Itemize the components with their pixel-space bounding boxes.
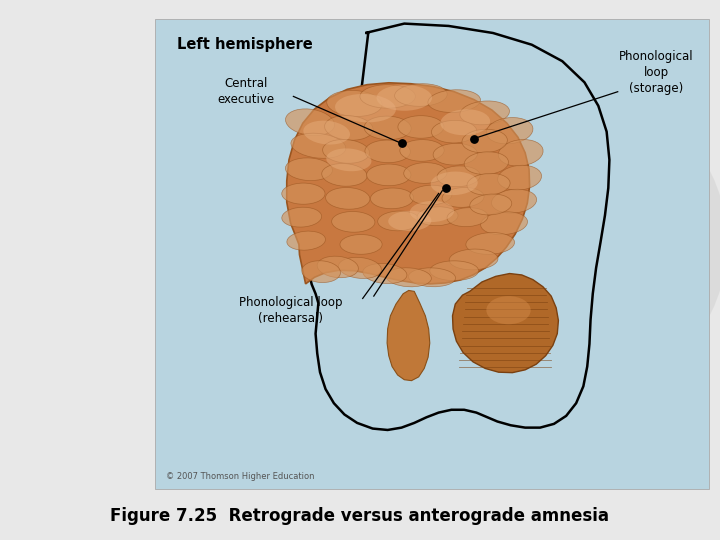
- Ellipse shape: [442, 187, 484, 207]
- Ellipse shape: [441, 109, 490, 135]
- Polygon shape: [387, 291, 430, 381]
- Text: Phonological
loop
(storage): Phonological loop (storage): [619, 50, 694, 96]
- Text: Left hemisphere: Left hemisphere: [177, 37, 312, 52]
- Bar: [155, 19, 709, 489]
- Ellipse shape: [498, 139, 543, 166]
- Ellipse shape: [467, 173, 510, 195]
- Ellipse shape: [469, 194, 512, 215]
- Ellipse shape: [335, 94, 396, 123]
- Ellipse shape: [322, 164, 367, 186]
- Ellipse shape: [492, 189, 536, 213]
- Ellipse shape: [302, 261, 341, 282]
- Ellipse shape: [408, 268, 456, 287]
- Ellipse shape: [282, 207, 322, 227]
- Ellipse shape: [454, 94, 720, 392]
- Ellipse shape: [400, 140, 444, 161]
- Bar: [709, 0, 720, 540]
- Ellipse shape: [338, 258, 382, 279]
- Ellipse shape: [332, 212, 375, 232]
- Ellipse shape: [327, 91, 382, 117]
- Ellipse shape: [464, 152, 508, 174]
- Ellipse shape: [449, 249, 498, 270]
- Ellipse shape: [317, 256, 359, 278]
- Ellipse shape: [431, 172, 477, 195]
- Ellipse shape: [364, 116, 411, 140]
- Ellipse shape: [486, 118, 533, 144]
- Ellipse shape: [498, 165, 541, 190]
- Ellipse shape: [360, 85, 415, 108]
- Text: Central
executive: Central executive: [217, 77, 275, 106]
- Text: © 2007 Thomson Higher Education: © 2007 Thomson Higher Education: [166, 472, 315, 482]
- Ellipse shape: [466, 233, 515, 254]
- Ellipse shape: [286, 109, 335, 136]
- Ellipse shape: [388, 211, 431, 231]
- Ellipse shape: [365, 140, 410, 163]
- Ellipse shape: [287, 231, 325, 250]
- Point: [440, 184, 451, 192]
- Ellipse shape: [428, 90, 480, 112]
- Ellipse shape: [340, 234, 382, 254]
- Ellipse shape: [363, 264, 407, 284]
- Ellipse shape: [291, 133, 346, 158]
- Ellipse shape: [325, 116, 373, 140]
- Ellipse shape: [366, 164, 411, 186]
- Point: [468, 134, 480, 143]
- Bar: [0, 0, 155, 540]
- Ellipse shape: [325, 187, 370, 209]
- Text: Phonological loop
(rehearsal): Phonological loop (rehearsal): [239, 296, 343, 325]
- Ellipse shape: [410, 185, 452, 205]
- Ellipse shape: [386, 268, 431, 287]
- Ellipse shape: [410, 201, 454, 222]
- Ellipse shape: [285, 158, 333, 180]
- Ellipse shape: [481, 212, 528, 235]
- Ellipse shape: [371, 188, 414, 208]
- Polygon shape: [287, 83, 530, 284]
- Text: Figure 7.25  Retrograde versus anterograde amnesia: Figure 7.25 Retrograde versus anterograd…: [110, 507, 610, 525]
- Ellipse shape: [431, 120, 477, 143]
- Polygon shape: [452, 274, 559, 373]
- Ellipse shape: [486, 296, 531, 324]
- Ellipse shape: [323, 139, 369, 163]
- Ellipse shape: [404, 163, 447, 184]
- Ellipse shape: [282, 183, 325, 204]
- Ellipse shape: [437, 166, 480, 187]
- Ellipse shape: [433, 144, 477, 165]
- Ellipse shape: [395, 84, 447, 106]
- Ellipse shape: [430, 261, 479, 281]
- Ellipse shape: [447, 208, 488, 227]
- Ellipse shape: [378, 211, 420, 231]
- Ellipse shape: [398, 116, 444, 138]
- Ellipse shape: [462, 129, 508, 153]
- Point: [396, 139, 408, 148]
- Ellipse shape: [377, 85, 432, 111]
- Ellipse shape: [326, 148, 372, 171]
- Ellipse shape: [417, 207, 458, 226]
- Ellipse shape: [303, 120, 350, 145]
- Ellipse shape: [460, 101, 510, 125]
